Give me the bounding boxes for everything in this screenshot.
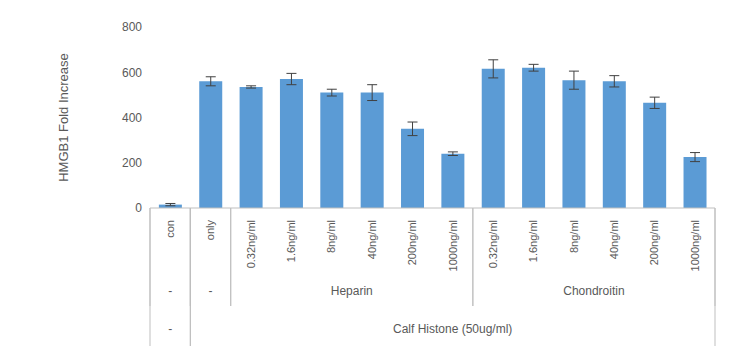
svg-text:8ng/ml: 8ng/ml (568, 220, 580, 253)
svg-text:8ng/ml: 8ng/ml (325, 220, 337, 253)
svg-text:40ng/ml: 40ng/ml (608, 220, 620, 259)
svg-text:1.6ng/ml: 1.6ng/ml (285, 220, 297, 262)
svg-text:-: - (209, 284, 213, 298)
svg-text:only: only (204, 220, 216, 241)
svg-text:0.32ng/ml: 0.32ng/ml (245, 220, 257, 268)
svg-text:200ng/ml: 200ng/ml (648, 220, 660, 265)
svg-text:200ng/ml: 200ng/ml (406, 220, 418, 265)
svg-text:800: 800 (122, 20, 142, 34)
svg-text:Heparin: Heparin (331, 284, 373, 298)
svg-text:1000ng/ml: 1000ng/ml (447, 220, 459, 271)
svg-text:1000ng/ml: 1000ng/ml (689, 220, 701, 271)
svg-text:HMGB1 Fold Increase: HMGB1 Fold Increase (56, 53, 71, 182)
svg-text:Chondroitin: Chondroitin (563, 284, 624, 298)
svg-text:200: 200 (122, 156, 142, 170)
svg-text:-: - (168, 322, 172, 336)
svg-text:con: con (164, 220, 176, 238)
svg-text:-: - (168, 284, 172, 298)
svg-text:0: 0 (135, 201, 142, 215)
svg-text:0.32ng/ml: 0.32ng/ml (487, 220, 499, 268)
svg-text:40ng/ml: 40ng/ml (366, 220, 378, 259)
svg-text:600: 600 (122, 66, 142, 80)
svg-text:1.6ng/ml: 1.6ng/ml (527, 220, 539, 262)
svg-text:400: 400 (122, 111, 142, 125)
svg-text:Calf Histone (50ug/ml): Calf Histone (50ug/ml) (393, 322, 512, 336)
